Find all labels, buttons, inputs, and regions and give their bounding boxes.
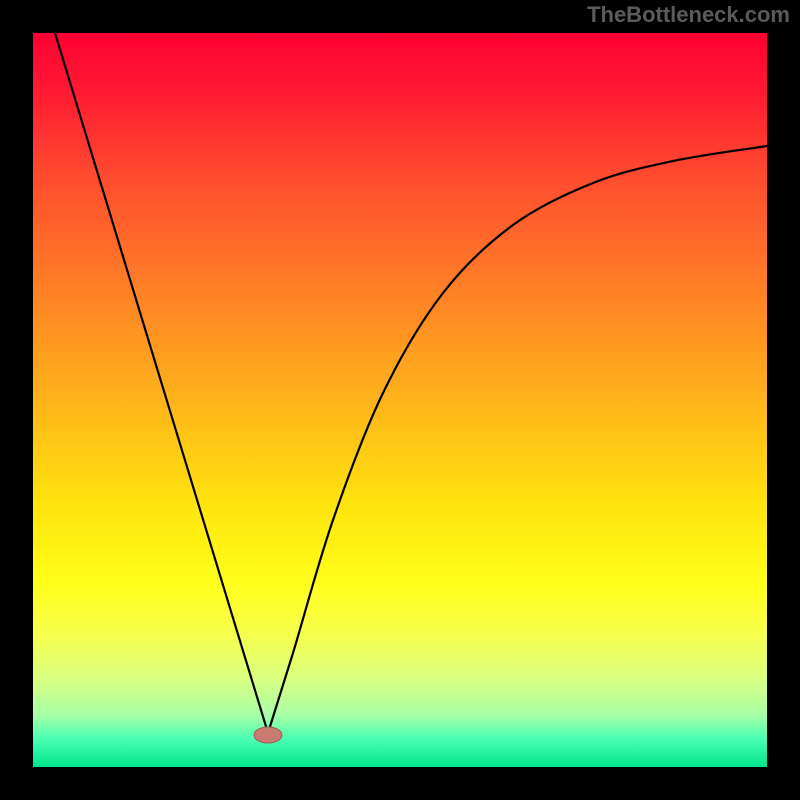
watermark-text: TheBottleneck.com (587, 2, 790, 28)
chart-svg (0, 0, 800, 800)
chart-container: TheBottleneck.com (0, 0, 800, 800)
optimum-marker (254, 727, 282, 743)
plot-background (33, 33, 767, 767)
